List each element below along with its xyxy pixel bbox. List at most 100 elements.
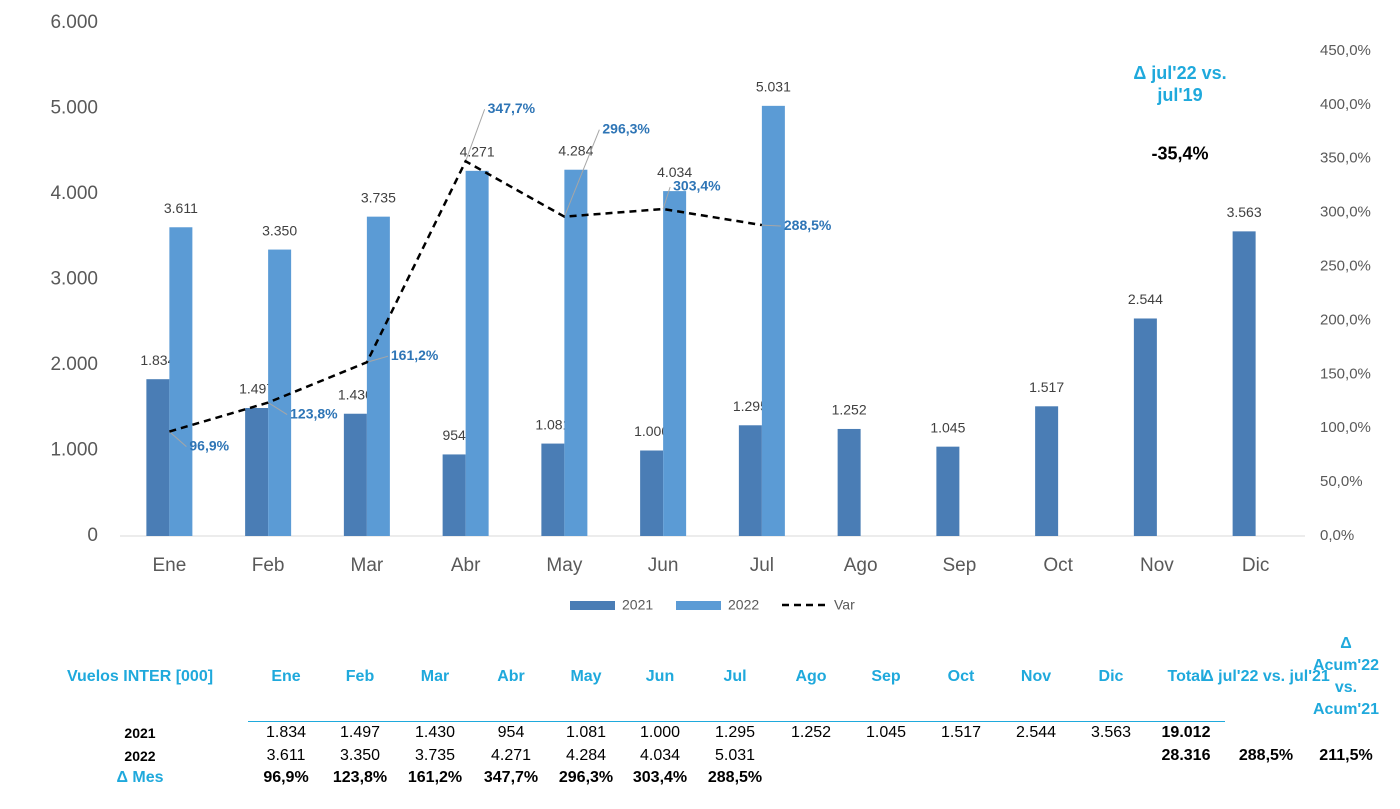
bar <box>663 191 687 536</box>
line-value-label: 161,2% <box>391 347 439 363</box>
table-cell: 4.271 <box>490 747 532 764</box>
legend-label: Var <box>834 597 855 613</box>
x-tick-label: Sep <box>942 555 976 576</box>
table-cell: 211,5% <box>1319 747 1373 764</box>
bar-value-label: 1.834 <box>140 352 175 368</box>
var-line <box>169 159 763 433</box>
chart: 0 1.000 2.000 3.000 4.000 5.000 6.000 0,0% 50,0%… <box>50 12 1371 613</box>
table-header: Mar <box>420 668 450 685</box>
table-cell: 123,8% <box>332 769 388 786</box>
leader-line <box>366 355 389 363</box>
table-cell: 19.012 <box>1161 724 1211 741</box>
table-cell: 4.034 <box>639 747 681 764</box>
annotation: Δ jul'22 vs. jul'19 <box>1133 63 1227 105</box>
table-cell: 1.295 <box>714 724 756 741</box>
bar-value-label: 1.081 <box>535 416 570 432</box>
table-cell: 1.834 <box>265 724 307 741</box>
y-tick-label: 0 <box>87 525 98 546</box>
bar <box>343 413 367 536</box>
annotation-value: -35,4% <box>1151 143 1209 164</box>
table-header: Dic <box>1098 668 1124 685</box>
table-cell: 296,3% <box>558 769 614 786</box>
x-tick-label: Dic <box>1242 555 1269 576</box>
bar <box>738 425 762 536</box>
leader-line <box>662 186 671 210</box>
line-value-label: 123,8% <box>290 405 338 421</box>
leader-line <box>169 431 187 447</box>
x-tick-label: Abr <box>451 555 481 576</box>
x-tick-label: Ago <box>844 555 878 576</box>
bar <box>837 428 861 536</box>
bar-value-label: 5.031 <box>756 79 791 95</box>
line-value-label: 347,7% <box>488 100 536 116</box>
table-header: Δ Acum'22 vs. Acum'21 <box>1312 635 1380 718</box>
y2-tick-label: 450,0% <box>1320 42 1371 59</box>
leader-line <box>465 109 486 162</box>
table-header: Sep <box>871 668 901 685</box>
y-tick-label: 3.000 <box>50 269 98 290</box>
y-tick-label: 5.000 <box>50 98 98 119</box>
x-tick-label: Ene <box>152 555 186 576</box>
bar <box>1133 318 1157 536</box>
bar-value-label: 3.563 <box>1227 204 1262 220</box>
table-header: Feb <box>345 668 375 685</box>
x-tick-label: Mar <box>351 555 384 576</box>
bar <box>564 169 588 536</box>
table-cell: 5.031 <box>714 747 756 764</box>
y2-tick-label: 400,0% <box>1320 96 1371 113</box>
x-tick-label: Jul <box>750 555 774 576</box>
row-label: 2022 <box>124 748 156 764</box>
y-tick-label: 1.000 <box>50 440 98 461</box>
bar-value-label: 4.271 <box>460 144 495 160</box>
y2-tick-label: 350,0% <box>1320 150 1371 167</box>
bar <box>146 379 170 536</box>
y2-tick-label: 50,0% <box>1320 473 1363 490</box>
y2-tick-label: 200,0% <box>1320 311 1371 328</box>
bar-value-label: 3.611 <box>164 200 198 216</box>
bar <box>268 249 292 536</box>
table-cell: 161,2% <box>407 769 463 786</box>
line-value-label: 96,9% <box>189 437 229 453</box>
bar <box>640 450 664 536</box>
bar-value-label: 1.000 <box>634 423 669 439</box>
row-label: Δ Mes <box>116 769 164 786</box>
y2-tick-label: 300,0% <box>1320 204 1371 221</box>
bar <box>936 446 960 536</box>
table-cell: 954 <box>497 724 525 741</box>
y-tick-label: 4.000 <box>50 183 98 204</box>
table-header: Jul <box>723 668 747 685</box>
x-tick-label: Jun <box>648 555 679 576</box>
table-cell: 1.081 <box>565 724 607 741</box>
y2-tick-label: 100,0% <box>1320 419 1371 436</box>
legend-swatch <box>676 601 721 610</box>
bar-value-label: 954 <box>442 427 466 443</box>
bar-value-label: 1.517 <box>1029 379 1064 395</box>
table-header: Nov <box>1020 668 1052 685</box>
bar-value-label: 3.350 <box>262 222 297 238</box>
leader-line <box>267 402 288 415</box>
x-tick-label: Feb <box>252 555 285 576</box>
table-cell: 3.350 <box>339 747 381 764</box>
table-header: Ago <box>795 668 827 685</box>
table-header: Abr <box>497 668 525 685</box>
table-cell: 96,9% <box>263 769 309 786</box>
table-cell: 1.497 <box>339 724 381 741</box>
bar <box>1035 406 1059 536</box>
table-cell: 303,4% <box>632 769 688 786</box>
bar-value-label: 1.430 <box>338 386 373 402</box>
bar-value-label: 4.284 <box>558 142 593 158</box>
legend-swatch <box>570 601 615 610</box>
bar <box>465 170 489 536</box>
y2-tick-label: 150,0% <box>1320 365 1371 382</box>
header-rule <box>248 721 1225 722</box>
bar-value-label: 1.295 <box>733 398 768 414</box>
bar <box>1232 231 1256 536</box>
bar-value-label: 1.497 <box>239 381 274 397</box>
bar-value-label: 3.735 <box>361 189 396 205</box>
table-cell: 288,5% <box>707 769 763 786</box>
table-header: Vuelos INTER [000] <box>66 668 214 685</box>
bar <box>442 454 466 536</box>
bar <box>245 408 269 536</box>
table-cell: 3.611 <box>266 747 306 764</box>
row-label: 2021 <box>124 725 156 741</box>
